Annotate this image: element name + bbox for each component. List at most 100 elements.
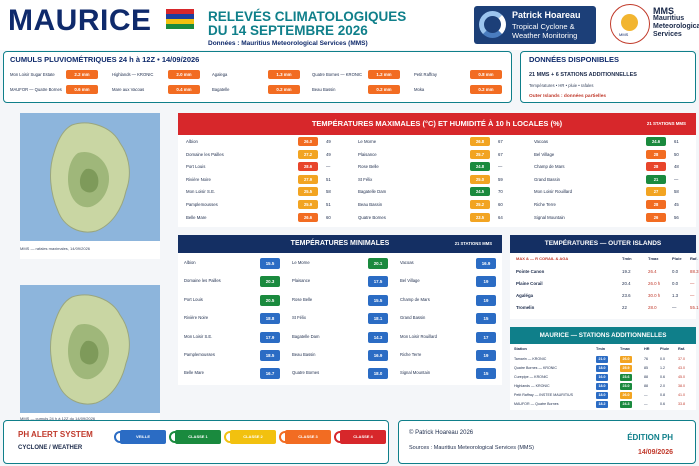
min-temp-row: Signal Mountain 15	[400, 366, 500, 380]
ph-logo-tagline-line: Tropical Cyclone &	[512, 22, 575, 31]
tmin-badge: 18.2	[596, 400, 608, 408]
column-header: Tmin	[596, 347, 606, 351]
rain-station-name: Quatre Bornes — KRONIC	[312, 72, 363, 77]
tmax-badge: 25.9	[298, 200, 318, 209]
max-temp-row: Quatre Bornes 23.5 64	[358, 212, 518, 223]
station-rain: 0.6	[660, 402, 665, 406]
island-rain: —	[672, 305, 677, 310]
outer-island-row: Plaine Corail 20.4 26.0 h 0.0 —	[510, 278, 696, 289]
outer-island-row: Pointe Canon 19.2 26.4 0.0 88.3	[510, 266, 699, 277]
tmin-badge: 19	[476, 350, 496, 361]
station-name: Le Morne	[292, 260, 310, 265]
column-header: Station	[514, 347, 527, 351]
tmax-badge: 23.6	[620, 373, 632, 381]
rain-value-badge: 0.2 mm	[268, 85, 300, 94]
tmin-badge: 20.5	[260, 294, 280, 306]
outer-island-row: Agaléga 23.6 30.0 h 1.3 —	[510, 290, 696, 301]
tmax-badge: 28	[646, 149, 666, 159]
min-temp-row: Belle Mare 16.7	[184, 366, 284, 380]
max-temp-title: TEMPÉRATURES MAXIMALES (°C) ET HUMIDITÉ …	[311, 119, 563, 128]
column-header: Raf.	[678, 347, 686, 351]
station-hr: 76	[644, 357, 648, 361]
min-temp-row: Vacoas 16.9	[400, 256, 500, 270]
station-name: Belle Mare	[184, 370, 205, 376]
island-tmin: 22	[622, 305, 627, 310]
island-tmin: 20.4	[622, 281, 631, 286]
sources: Sources : Mauritius Meteorological Servi…	[409, 445, 535, 451]
additional-station-row: Quatre Bornes — KRONIC 18.0 25.9 85 1.2 43.0	[510, 364, 696, 373]
min-temp-row: Pamplemousses 18.5	[184, 348, 284, 362]
rain-value-badge: 1.2 mm	[368, 70, 400, 79]
station-name: Port Louis	[184, 296, 203, 302]
min-temp-row: Port Louis 20.5	[184, 293, 284, 307]
island-tmin: 19.2	[622, 269, 631, 274]
island-gust: —	[690, 293, 695, 298]
tmax-badge: 23.5	[470, 212, 490, 222]
rain-value-badge: 0.4 mm	[168, 85, 200, 94]
station-name: Vacoas	[534, 139, 549, 144]
map-svg	[20, 285, 160, 413]
humidity-value: 56	[674, 214, 679, 220]
additional-station-row: Petit Raffray — INSTEE MAURITIUS 18.0 26.0…	[510, 391, 696, 400]
humidity-value: 60	[326, 214, 331, 220]
rain-station-name: Moka	[414, 87, 425, 92]
island-tmax: 28.0	[648, 305, 657, 310]
max-temp-row: Rivière Noire 27.9 51	[186, 174, 346, 185]
tmax-badge: 21	[646, 174, 666, 184]
min-temp-row: St Félix 18.1	[292, 311, 392, 325]
rainfall-panel: CUMULS PLUVIOMÉTRIQUES 24 h à 12Z • 14/0…	[3, 51, 512, 103]
page-title-line2: DU 14 SEPTEMBRE 2026	[208, 23, 368, 38]
station-hr: —	[644, 402, 648, 406]
island-gust: 88.3	[690, 269, 699, 274]
column-header: Raf.	[690, 256, 698, 261]
station-name: Highlands — KRONIC	[514, 384, 550, 388]
island-name: Plaine Corail	[516, 281, 543, 286]
humidity-value: —	[674, 176, 679, 182]
station-name: Belle Mare	[186, 214, 207, 220]
rain-station: MAUFOR — Quatre Bornes 0.6 mm	[10, 85, 106, 94]
tmax-badge: 27.9	[298, 174, 318, 184]
tmin-badge: 17.9	[260, 331, 280, 343]
tmax-badge: 23.0	[620, 382, 632, 390]
tmin-badge: 15.5	[260, 258, 280, 269]
tmin-badge: 15	[476, 368, 496, 380]
alert-level-chip: CLASSE 2	[230, 430, 276, 444]
station-name: MAUFOR — Quatre Bornes	[514, 402, 559, 406]
min-temp-row: Bel Village 19	[400, 274, 500, 288]
rain-station: Moka 0.2 mm	[414, 85, 510, 94]
humidity-value: 58	[326, 189, 331, 195]
station-name: Mon Loisir Rouillard	[400, 333, 438, 339]
alert-level-chip: VEILLE	[120, 430, 166, 444]
max-temp-row: Rose Belle 24.8 —	[358, 161, 518, 172]
rain-station: Bagatelle 0.2 mm	[212, 85, 308, 94]
tmin-badge: 18.0	[596, 382, 608, 390]
rain-station-name: Petit Raffray	[414, 72, 437, 77]
station-rain: 1.2	[660, 366, 665, 370]
station-name: Tamarin — KRONIC	[514, 357, 547, 361]
station-name: Bagatelle Dam	[292, 333, 320, 339]
mms-acronym: MMS	[653, 6, 674, 16]
max-temp-row: Riche Terre 28 45	[534, 199, 694, 210]
additional-station-row: Highlands — KRONIC 18.0 23.0 88 2.0 38.0	[510, 382, 696, 391]
flag-stripe	[166, 19, 194, 24]
max-temp-row: St Félix 25.0 59	[358, 174, 518, 185]
humidity-value: 50	[674, 151, 679, 157]
max-temp-row: Domaine les Pailles 27.2 49	[186, 149, 346, 160]
island-tmax: 26.4	[648, 269, 657, 274]
min-temp-row: Riche Terre 19	[400, 348, 500, 362]
humidity-value: 67	[498, 139, 503, 144]
credit-panel: © Patrick Hoareau 2026 Sources : Mauriti…	[398, 420, 696, 464]
additional-stations-header: MAURICE — STATIONS ADDITIONNELLES	[510, 327, 696, 344]
page-title-line1: RELEVÉS CLIMATOLOGIQUES	[208, 9, 407, 24]
rain-value-badge: 1.3 mm	[268, 70, 300, 79]
additional-station-row: Curepipe — KRONIC 16.0 23.6 88 0.6 45.0	[510, 373, 696, 382]
station-hr: 88	[644, 384, 648, 388]
ph-logo: Patrick Hoareau Tropical Cyclone & Weath…	[474, 6, 596, 44]
island-name: Pointe Canon	[516, 269, 545, 274]
min-temp-row: Quatre Bornes 18.0	[292, 366, 392, 380]
edition-label: ÉDITION PH	[627, 433, 673, 442]
station-rain: 2.0	[660, 384, 665, 388]
max-temp-row: Le Morne 26.8 67	[358, 136, 518, 147]
tmin-badge: 19	[476, 276, 496, 288]
rain-value-badge: 0.2 mm	[368, 85, 400, 94]
